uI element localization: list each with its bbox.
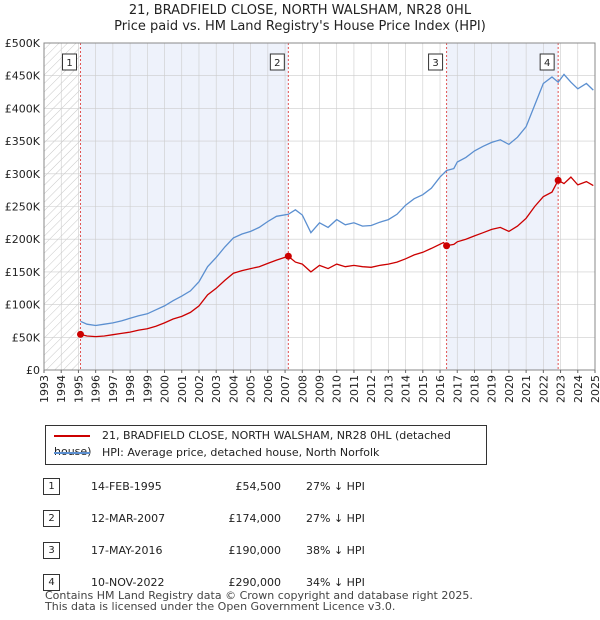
x-tick-label: 2012 — [365, 375, 378, 403]
x-tick-label: 2015 — [417, 375, 430, 403]
sale-point — [77, 330, 85, 338]
legend-item-hpi: HPI: Average price, detached house, Nort… — [54, 445, 379, 461]
sale-number: 1 — [43, 477, 60, 495]
sale-marker-box — [62, 53, 78, 71]
x-tick-label: 2008 — [296, 375, 309, 403]
x-tick-label: 2019 — [486, 375, 499, 403]
y-tick-label: £400K — [5, 102, 41, 115]
sale-price: £54,500 — [235, 479, 282, 493]
x-tick-label: 1999 — [141, 375, 154, 403]
x-tick-label: 2021 — [520, 375, 533, 403]
x-tick-label: 2013 — [382, 375, 395, 403]
sale-point — [443, 242, 451, 250]
chart-title: 21, BRADFIELD CLOSE, NORTH WALSHAM, NR28… — [128, 3, 472, 18]
sale-marker-box — [428, 53, 444, 71]
sale-date: 17-MAY-2016 — [91, 543, 163, 557]
sale-number: 4 — [43, 573, 60, 591]
sales-table: 1 14-FEB-1995 £54,500 27% ↓ HPI 2 12-MAR… — [40, 470, 416, 598]
sale-marker-number: 3 — [432, 58, 438, 69]
legend-label-hpi: HPI: Average price, detached house, Nort… — [102, 446, 380, 459]
x-tick-label: 2003 — [210, 375, 223, 403]
sale-hpi-diff: 27% ↓ HPI — [306, 511, 365, 525]
x-tick-label: 2007 — [279, 375, 292, 403]
sale-date: 14-FEB-1995 — [91, 479, 162, 493]
sale-hpi-diff: 27% ↓ HPI — [306, 479, 365, 493]
x-tick-label: 2020 — [503, 375, 516, 403]
x-tick-label: 2024 — [572, 375, 585, 403]
x-tick-label: 2011 — [348, 375, 361, 403]
chart-subtitle: Price paid vs. HM Land Registry's House … — [114, 19, 486, 34]
footer-copyright: Contains HM Land Registry data © Crown c… — [45, 589, 473, 602]
footer-licence: This data is licensed under the Open Gov… — [45, 600, 396, 613]
legend: 21, BRADFIELD CLOSE, NORTH WALSHAM, NR28… — [45, 425, 487, 465]
y-tick-label: £450K — [5, 70, 41, 83]
x-tick-label: 2016 — [434, 375, 447, 403]
sale-number: 3 — [43, 541, 60, 559]
y-tick-label: £500K — [5, 37, 41, 50]
y-tick-label: £300K — [5, 168, 41, 181]
sale-marker-box — [269, 53, 285, 71]
sale-price: £174,000 — [228, 511, 282, 525]
sale-hpi-diff: 38% ↓ HPI — [306, 543, 365, 557]
sale-number: 2 — [43, 509, 60, 527]
y-tick-label: £200K — [5, 233, 41, 246]
footer: Contains HM Land Registry data © Crown c… — [45, 590, 473, 612]
sale-marker-label: 4 — [539, 53, 555, 71]
x-tick-label: 1997 — [107, 375, 120, 403]
x-tick-label: 1994 — [55, 375, 68, 403]
x-tick-label: 1998 — [124, 375, 137, 403]
x-tick-label: 1995 — [72, 375, 85, 403]
x-tick-label: 2006 — [262, 375, 275, 403]
sale-marker-label: 2 — [269, 53, 285, 71]
x-tick-label: 1993 — [38, 375, 51, 403]
sale-date: 10-NOV-2022 — [91, 575, 165, 589]
x-tick-label: 2002 — [193, 375, 206, 403]
sale-marker-box — [539, 53, 555, 71]
sale-row: 3 17-MAY-2016 £190,000 38% ↓ HPI — [40, 534, 416, 566]
sale-marker-number: 4 — [544, 58, 550, 69]
sale-point — [284, 252, 292, 260]
x-tick-label: 2005 — [245, 375, 258, 403]
y-tick-label: £350K — [5, 135, 41, 148]
sale-row: 4 10-NOV-2022 £290,000 34% ↓ HPI — [40, 566, 416, 598]
legend-item-property: 21, BRADFIELD CLOSE, NORTH WALSHAM, NR28… — [54, 428, 486, 458]
x-tick-label: 2025 — [589, 375, 600, 403]
y-tick-label: £250K — [5, 201, 41, 214]
price-chart: 1 2 3 4 £0 £50K £100K £150K £200K £250K £300K £350… — [5, 37, 600, 403]
sale-date: 12-MAR-2007 — [91, 511, 166, 525]
y-tick-label: £0 — [26, 364, 40, 377]
hpi-line — [80, 73, 594, 327]
sale-price: £190,000 — [228, 543, 282, 557]
sale-price: £290,000 — [228, 575, 282, 589]
x-tick-label: 1996 — [90, 375, 103, 403]
sale-marker-number: 1 — [66, 58, 72, 69]
property-price-line — [80, 176, 594, 338]
sale-marker-number: 2 — [274, 58, 280, 69]
sale-hpi-diff: 34% ↓ HPI — [306, 575, 365, 589]
x-tick-label: 2017 — [451, 375, 464, 403]
legend-swatch-hpi — [54, 452, 90, 454]
legend-label-property: 21, BRADFIELD CLOSE, NORTH WALSHAM, NR28… — [54, 429, 451, 458]
sale-row: 2 12-MAR-2007 £174,000 27% ↓ HPI — [40, 502, 416, 534]
x-tick-label: 2023 — [555, 375, 568, 403]
x-tick-label: 2010 — [331, 375, 344, 403]
y-tick-label: £150K — [5, 266, 41, 279]
sale-row: 1 14-FEB-1995 £54,500 27% ↓ HPI — [40, 470, 416, 502]
y-tick-label: £100K — [5, 299, 41, 312]
sale-point — [554, 176, 562, 184]
y-tick-label: £50K — [12, 331, 41, 344]
sale-marker-label: 1 — [62, 53, 78, 71]
x-tick-label: 2022 — [537, 375, 550, 403]
x-tick-label: 2000 — [159, 375, 172, 403]
x-tick-label: 2001 — [176, 375, 189, 403]
x-tick-label: 2009 — [314, 375, 327, 403]
x-tick-label: 2004 — [227, 375, 240, 403]
sale-marker-label: 3 — [428, 53, 444, 71]
x-tick-label: 2018 — [468, 375, 481, 403]
x-tick-label: 2014 — [400, 375, 413, 403]
legend-swatch-property — [54, 435, 90, 437]
